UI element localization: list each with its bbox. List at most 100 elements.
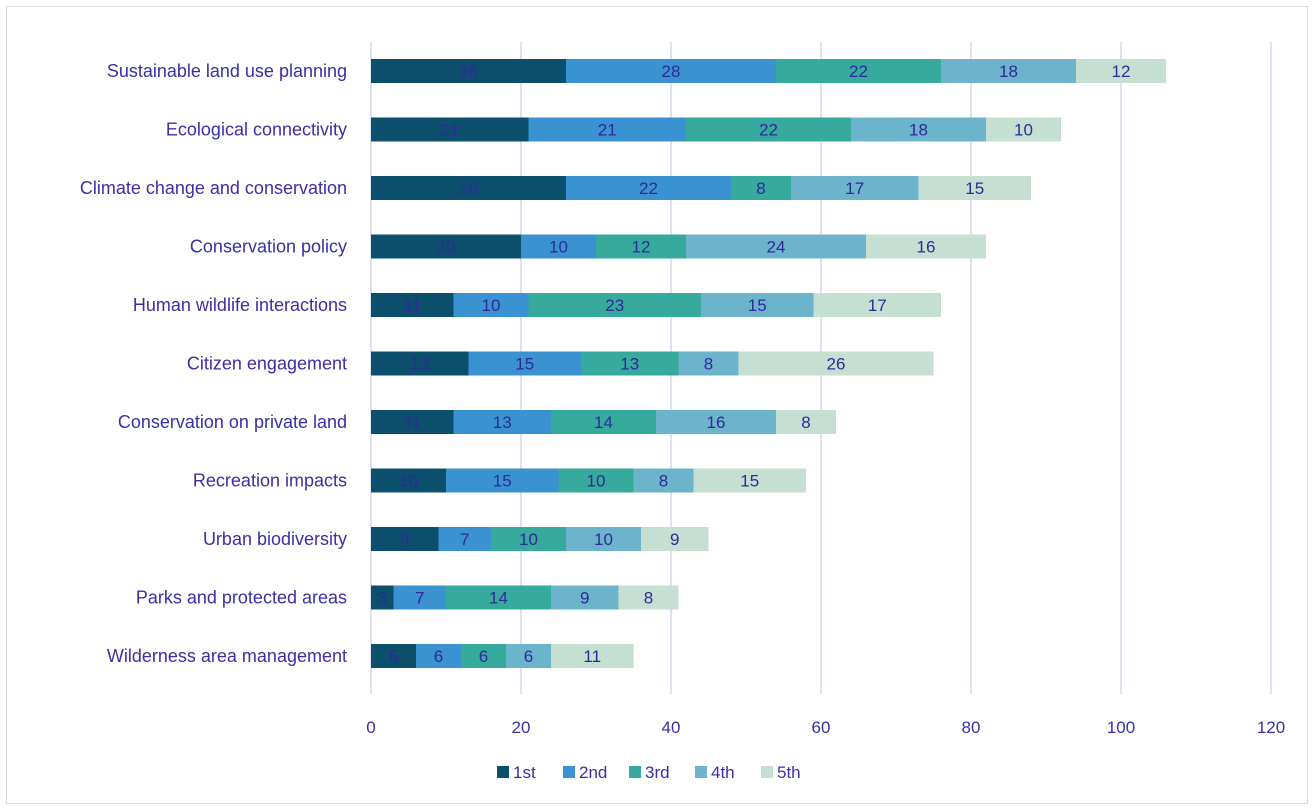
- legend-swatch-2nd: [563, 766, 575, 778]
- category-label: Climate change and conservation: [80, 178, 347, 198]
- bar-segment-2nd: [468, 351, 581, 376]
- data-label: 3: [378, 589, 387, 608]
- data-label: 21: [598, 121, 617, 140]
- category-label: Wilderness area management: [107, 646, 347, 666]
- legend-swatch-3rd: [629, 766, 641, 778]
- bars-layer: 26 28 22 18 12 21 21 22 18 10 26 22 8 17 15 20 10 12 24 16 1…: [371, 59, 1166, 668]
- legend-label: 1st: [513, 763, 536, 782]
- bar-segment-5th: [738, 351, 934, 376]
- bar-segment-1st: [371, 410, 454, 434]
- data-label: 8: [756, 179, 765, 198]
- category-label: Conservation policy: [190, 237, 347, 257]
- bar-segment-5th: [866, 234, 986, 259]
- grid-layer: [370, 42, 1272, 694]
- data-label: 9: [580, 589, 589, 608]
- data-label: 18: [999, 62, 1018, 81]
- data-label: 7: [460, 530, 469, 549]
- data-label: 10: [399, 472, 418, 491]
- data-label: 12: [632, 238, 651, 257]
- data-label: 12: [1112, 62, 1131, 81]
- bar-segment-5th: [641, 527, 709, 551]
- x-tick-label: 120: [1257, 718, 1285, 737]
- x-axis-tick-labels: 0 20 40 60 80 100 120: [366, 718, 1285, 737]
- data-label: 8: [659, 472, 668, 491]
- data-label: 11: [403, 413, 421, 432]
- data-label: 14: [489, 589, 508, 608]
- bar-segment-1st: [371, 585, 394, 610]
- data-label: 13: [493, 413, 512, 432]
- bar-segment-5th: [986, 117, 1061, 142]
- data-label: 26: [827, 355, 846, 374]
- bar-segment-2nd: [416, 644, 461, 668]
- data-label: 15: [965, 179, 984, 198]
- legend-swatch-1st: [497, 766, 509, 778]
- data-label: 10: [587, 472, 606, 491]
- data-label: 6: [389, 647, 398, 666]
- bar-segment-3rd: [686, 117, 851, 142]
- bar-segment-5th: [618, 585, 679, 610]
- bar-segment-5th: [693, 468, 806, 493]
- bar-segment-3rd: [461, 644, 506, 668]
- x-tick-label: 0: [366, 718, 375, 737]
- data-label: 22: [849, 62, 868, 81]
- bar-segment-4th: [506, 644, 551, 668]
- bar-segment-5th: [918, 176, 1031, 200]
- bar-segment-5th: [1076, 59, 1166, 83]
- data-label: 15: [493, 472, 512, 491]
- data-label: 11: [583, 647, 601, 666]
- bar-segment-3rd: [446, 585, 551, 610]
- data-label: 15: [748, 296, 767, 315]
- bar-segment-4th: [678, 351, 739, 376]
- bar-segment-1st: [371, 234, 521, 259]
- data-label: 16: [707, 413, 726, 432]
- category-labels: Sustainable land use planning Ecological …: [80, 61, 347, 666]
- legend: 1st 2nd 3rd 4th 5th: [497, 763, 801, 782]
- bar-segment-1st: [371, 293, 454, 317]
- data-label: 24: [767, 238, 786, 257]
- data-label: 21: [440, 121, 459, 140]
- data-label: 11: [403, 296, 421, 315]
- bar-segment-2nd: [521, 234, 596, 259]
- legend-swatch-4th: [695, 766, 707, 778]
- bar-segment-2nd: [453, 293, 529, 317]
- data-label: 23: [605, 296, 624, 315]
- bar-segment-1st: [371, 59, 566, 83]
- x-tick-label: 100: [1107, 718, 1135, 737]
- bar-segment-4th: [633, 468, 694, 493]
- bar-segment-3rd: [558, 468, 634, 493]
- data-label: 8: [801, 413, 810, 432]
- x-tick-label: 20: [512, 718, 531, 737]
- data-label: 6: [479, 647, 488, 666]
- bar-segment-2nd: [566, 176, 731, 200]
- bar-segment-1st: [371, 117, 529, 142]
- data-label: 7: [415, 589, 424, 608]
- bar-segment-4th: [656, 410, 776, 434]
- bar-segment-5th: [776, 410, 836, 434]
- bar-segment-4th: [791, 176, 919, 200]
- bar-segment-4th: [566, 527, 641, 551]
- bar-segment-4th: [701, 293, 814, 317]
- bar-segment-3rd: [581, 351, 679, 376]
- bar-segment-1st: [371, 644, 416, 668]
- x-tick-label: 80: [962, 718, 981, 737]
- bar-segment-1st: [371, 468, 446, 493]
- legend-label: 3rd: [645, 763, 670, 782]
- data-label: 26: [459, 62, 478, 81]
- bar-segment-2nd: [438, 527, 491, 551]
- data-label: 10: [519, 530, 538, 549]
- data-label: 15: [740, 472, 759, 491]
- bar-segment-4th: [686, 234, 866, 259]
- bar-segment-2nd: [566, 59, 776, 83]
- category-label: Parks and protected areas: [136, 588, 347, 608]
- data-label: 26: [459, 179, 478, 198]
- data-label: 10: [594, 530, 613, 549]
- x-tick-label: 40: [662, 718, 681, 737]
- data-label: 15: [515, 355, 534, 374]
- data-label: 13: [620, 355, 639, 374]
- data-label: 14: [594, 413, 613, 432]
- bar-segment-1st: [371, 351, 469, 376]
- data-label: 28: [662, 62, 681, 81]
- category-label: Recreation impacts: [193, 471, 347, 491]
- bar-segment-2nd: [446, 468, 559, 493]
